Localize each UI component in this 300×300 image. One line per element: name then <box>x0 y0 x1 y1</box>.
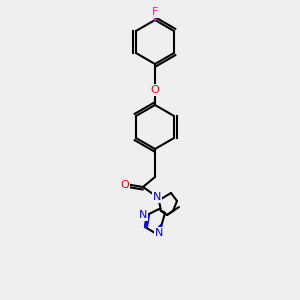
Text: O: O <box>121 180 129 190</box>
Text: F: F <box>152 7 158 17</box>
Text: O: O <box>151 85 159 95</box>
Text: N: N <box>155 228 163 238</box>
Text: N: N <box>139 210 147 220</box>
Text: N: N <box>153 192 161 202</box>
